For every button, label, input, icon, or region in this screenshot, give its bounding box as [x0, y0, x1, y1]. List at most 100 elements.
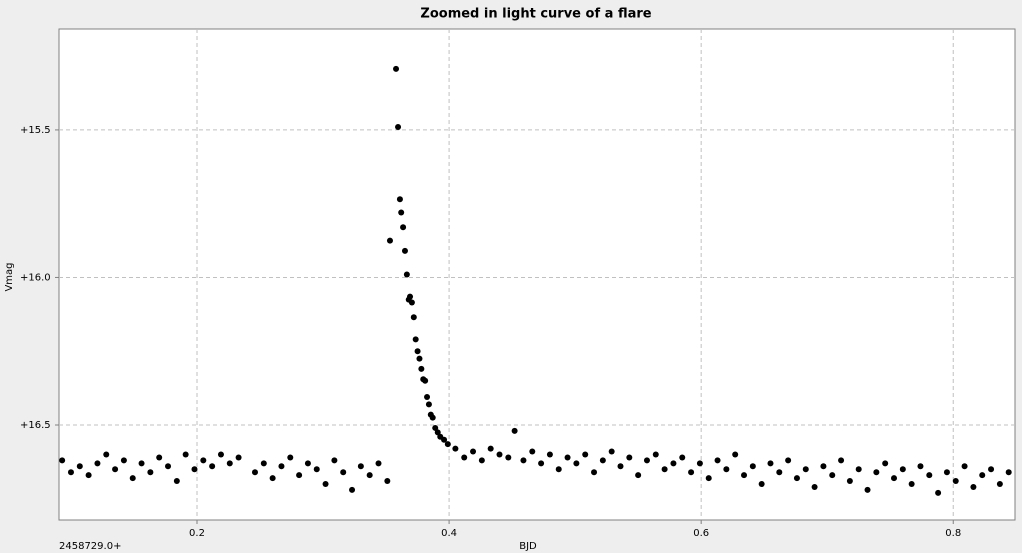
data-point: [1005, 469, 1012, 476]
data-point: [304, 460, 311, 467]
data-point: [793, 475, 800, 482]
data-point: [829, 472, 836, 479]
data-point: [970, 483, 977, 490]
x-axis-label: BJD: [519, 541, 537, 552]
data-point: [260, 460, 267, 467]
data-point: [749, 463, 756, 470]
x-offset-label: 2458729.0+: [59, 541, 121, 552]
data-point: [461, 454, 468, 461]
data-point: [85, 472, 92, 479]
data-point: [555, 466, 562, 473]
data-point: [398, 209, 405, 216]
data-point: [120, 457, 127, 464]
data-point: [873, 469, 880, 476]
data-point: [357, 463, 364, 470]
chart-title: Zoomed in light curve of a flare: [420, 7, 651, 22]
data-point: [741, 472, 748, 479]
data-point: [434, 429, 441, 436]
data-point: [94, 460, 101, 467]
data-point: [209, 463, 216, 470]
data-point: [882, 460, 889, 467]
data-point: [591, 469, 598, 476]
data-point: [59, 457, 66, 464]
data-point: [452, 445, 459, 452]
data-point: [943, 469, 950, 476]
data-point: [496, 451, 503, 458]
data-point: [103, 451, 110, 458]
data-point: [375, 460, 382, 467]
data-point: [891, 475, 898, 482]
data-point: [235, 454, 242, 461]
x-tick-label: 0.6: [693, 528, 709, 539]
data-point: [505, 454, 512, 461]
data-point: [705, 475, 712, 482]
data-point: [424, 393, 431, 400]
data-point: [899, 466, 906, 473]
data-point: [767, 460, 774, 467]
data-point: [582, 451, 589, 458]
data-point: [758, 481, 765, 488]
data-point: [714, 457, 721, 464]
data-point: [147, 469, 154, 476]
data-point: [429, 414, 436, 421]
data-point: [776, 469, 783, 476]
y-tick-label: +15.5: [20, 125, 51, 136]
data-point: [617, 463, 624, 470]
data-point: [785, 457, 792, 464]
data-point: [487, 445, 494, 452]
data-point: [331, 457, 338, 464]
data-point: [996, 481, 1003, 488]
data-point: [643, 457, 650, 464]
data-point: [76, 463, 83, 470]
data-point: [408, 299, 415, 306]
data-point: [838, 457, 845, 464]
data-point: [395, 123, 402, 130]
data-point: [165, 463, 172, 470]
data-point: [403, 271, 410, 278]
data-point: [340, 469, 347, 476]
data-point: [802, 466, 809, 473]
data-point: [129, 475, 136, 482]
data-point: [926, 472, 933, 479]
data-point: [599, 457, 606, 464]
data-point: [470, 448, 477, 455]
data-point: [156, 454, 163, 461]
data-point: [425, 401, 432, 408]
data-point: [396, 196, 403, 203]
data-point: [313, 466, 320, 473]
data-point: [414, 348, 421, 355]
data-point: [546, 451, 553, 458]
data-point: [696, 460, 703, 467]
data-point: [217, 451, 224, 458]
y-axis-label: Vmag: [4, 262, 15, 291]
data-point: [432, 424, 439, 431]
data-point: [626, 454, 633, 461]
data-point: [226, 460, 233, 467]
data-point: [191, 466, 198, 473]
data-point: [661, 466, 668, 473]
data-point: [723, 466, 730, 473]
data-point: [287, 454, 294, 461]
data-point: [670, 460, 677, 467]
data-point: [322, 481, 329, 488]
data-point: [732, 451, 739, 458]
data-point: [811, 483, 818, 490]
data-point: [444, 441, 451, 448]
data-point: [679, 454, 686, 461]
data-point: [478, 457, 485, 464]
data-point: [400, 224, 407, 231]
data-point: [366, 472, 373, 479]
data-point: [538, 460, 545, 467]
data-point: [855, 466, 862, 473]
data-point: [386, 237, 393, 244]
data-point: [979, 472, 986, 479]
data-point: [112, 466, 119, 473]
data-point: [422, 377, 429, 384]
data-point: [573, 460, 580, 467]
data-point: [418, 365, 425, 372]
data-point: [393, 65, 400, 72]
data-point: [961, 463, 968, 470]
data-point: [384, 478, 391, 485]
data-point: [952, 478, 959, 485]
